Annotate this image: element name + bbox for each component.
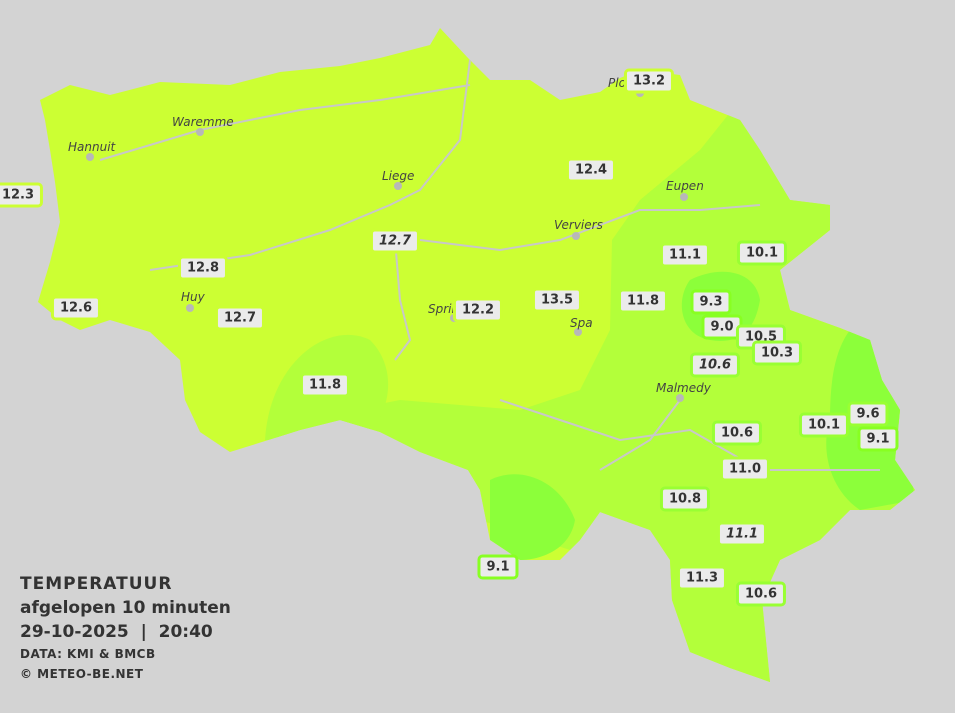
city-marker — [574, 328, 582, 336]
temperature-reading: 9.6 — [847, 401, 889, 427]
city-marker — [86, 153, 94, 161]
temperature-reading: 12.7 — [369, 228, 421, 254]
temperature-reading: 12.8 — [177, 255, 229, 281]
zone-9-11-south — [490, 474, 575, 560]
temperature-reading: 10.8 — [659, 486, 711, 512]
place-label: Eupen — [666, 179, 704, 193]
legend-datetime: 29-10-2025 | 20:40 — [20, 622, 213, 642]
place-label: Sprin — [428, 302, 460, 316]
temperature-reading: 9.1 — [857, 426, 899, 452]
place-label: Waremme — [172, 115, 234, 129]
temperature-reading: 10.6 — [735, 581, 787, 607]
temperature-reading: 9.3 — [690, 289, 732, 315]
temperature-reading: 12.4 — [565, 157, 617, 183]
city-marker — [196, 128, 204, 136]
legend-subtitle: afgelopen 10 minuten — [20, 598, 231, 618]
temperature-reading: 12.3 — [0, 182, 44, 208]
legend-title: TEMPERATUUR — [20, 574, 173, 594]
temperature-reading: 10.1 — [798, 412, 850, 438]
temperature-reading: 10.6 — [689, 352, 741, 378]
place-label: Hannuit — [68, 140, 116, 154]
temperature-reading: 10.1 — [736, 240, 788, 266]
legend-source: DATA: KMI & BMCB — [20, 647, 156, 661]
temperature-reading: 12.7 — [214, 305, 266, 331]
city-marker — [186, 304, 194, 312]
temperature-reading: 13.5 — [531, 287, 583, 313]
place-label: Plo — [608, 76, 626, 90]
rivers — [99, 59, 880, 471]
temperature-reading: 12.2 — [452, 297, 504, 323]
temperature-reading: 11.1 — [659, 242, 711, 268]
temperature-reading: 9.1 — [477, 554, 519, 580]
temperature-reading: 11.1 — [716, 521, 768, 547]
temperature-reading: 11.3 — [676, 565, 728, 591]
city-marker — [394, 182, 402, 190]
place-label: Huy — [181, 290, 205, 304]
city-marker — [572, 232, 580, 240]
place-label: Verviers — [554, 218, 603, 232]
place-label: Liege — [382, 169, 415, 183]
temperature-reading: 11.8 — [299, 372, 351, 398]
city-marker — [680, 193, 688, 201]
temperature-reading: 10.3 — [751, 340, 803, 366]
city-marker — [676, 394, 684, 402]
legend-copyright: © METEO-BE.NET — [20, 667, 144, 681]
temperature-reading: 12.6 — [50, 295, 102, 321]
place-label: Spa — [570, 316, 593, 330]
temperature-reading: 11.0 — [719, 456, 771, 482]
place-label: Malmedy — [656, 381, 711, 395]
legend: TEMPERATUUR afgelopen 10 minuten 29-10-2… — [20, 572, 231, 684]
temperature-reading: 10.6 — [711, 420, 763, 446]
temperature-reading: 11.8 — [617, 288, 669, 314]
temperature-reading: 13.2 — [623, 68, 675, 94]
